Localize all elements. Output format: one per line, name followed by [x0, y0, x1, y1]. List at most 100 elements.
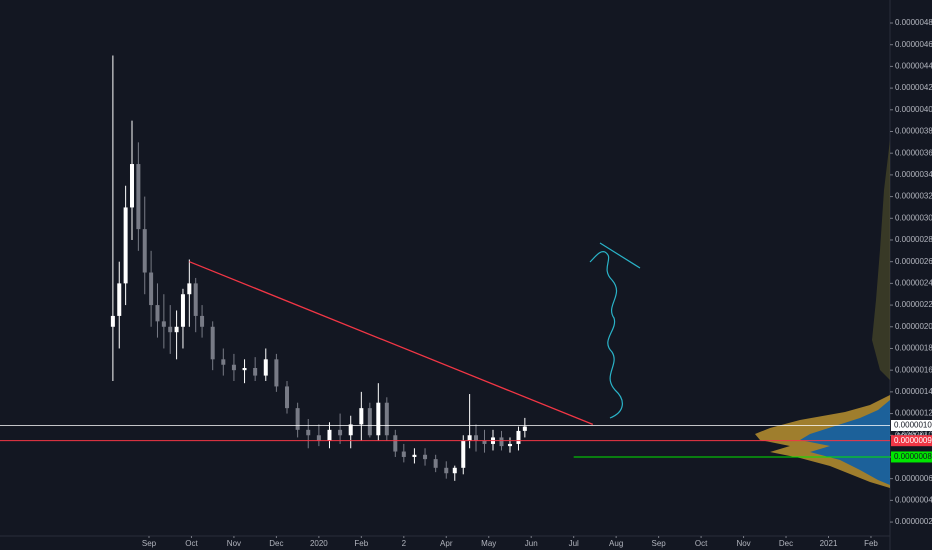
x-tick-label: May	[481, 539, 496, 548]
candle-body	[200, 315, 205, 327]
candle-body	[499, 437, 504, 447]
candle-body	[123, 207, 128, 284]
candle-body	[444, 467, 449, 474]
x-tick-label: Jul	[569, 539, 579, 548]
price-label-box	[891, 451, 932, 463]
candle-body	[338, 429, 343, 436]
x-tick-label: Oct	[695, 539, 708, 548]
candle-body	[149, 272, 154, 306]
x-tick-label: Sep	[652, 539, 667, 548]
x-tick-label: Dec	[779, 539, 793, 548]
x-tick-label: Nov	[736, 539, 750, 548]
candle-body	[393, 435, 398, 452]
profile-upper	[872, 140, 890, 380]
candle-body	[467, 435, 472, 441]
x-tick-label: Apr	[440, 539, 453, 548]
candle-body	[306, 429, 311, 436]
candle-body	[180, 294, 185, 327]
x-tick-label: 2020	[310, 539, 328, 548]
candle-body	[433, 459, 438, 468]
candle-body	[461, 440, 466, 468]
projection-sketch	[589, 242, 641, 419]
profile-down	[800, 400, 890, 485]
price-label-box	[891, 419, 932, 431]
price-label: 0.00000109	[894, 421, 932, 430]
candle-body	[285, 386, 290, 409]
candle-body	[423, 454, 428, 460]
x-tick-label: Aug	[609, 539, 623, 548]
candle-body	[242, 367, 247, 371]
candle-body	[367, 408, 372, 436]
candle-body	[359, 408, 364, 425]
candle-body	[187, 283, 192, 295]
candle-body	[274, 359, 279, 387]
candle-body	[221, 359, 226, 365]
x-tick-label: 2021	[820, 539, 838, 548]
price-label: 0.00000080	[894, 452, 932, 461]
x-tick-label: Jun	[525, 539, 538, 548]
x-tick-label: Dec	[269, 539, 283, 548]
x-tick-label: Sep	[142, 539, 157, 548]
candle-body	[384, 402, 389, 436]
candle-body	[516, 430, 521, 444]
candle-body	[155, 305, 160, 322]
candle-body	[110, 315, 115, 327]
candle-body	[193, 283, 198, 316]
trendline	[189, 261, 594, 426]
candle-body	[401, 451, 406, 457]
candle-body	[412, 454, 417, 457]
candle-body	[507, 443, 512, 447]
x-tick-label: Nov	[227, 539, 241, 548]
candle-body	[129, 164, 134, 208]
x-tick-label: Feb	[354, 539, 368, 548]
candle-body	[117, 283, 122, 316]
price-label-box	[891, 435, 932, 447]
candle-body	[452, 467, 457, 474]
candle-body	[174, 326, 179, 333]
candle-body	[253, 367, 258, 376]
candle-body	[161, 321, 166, 327]
candle-body	[316, 435, 321, 441]
candle-body	[295, 408, 300, 430]
candle-body	[522, 426, 527, 431]
volume-profile	[755, 140, 890, 488]
candle-body	[376, 402, 381, 436]
candle-body	[168, 326, 173, 333]
candle-body	[348, 424, 353, 436]
candle-body	[474, 435, 479, 441]
x-tick-label: Feb	[864, 539, 878, 548]
candle-body	[210, 326, 215, 360]
candle-body	[482, 440, 487, 444]
candle-body	[263, 359, 268, 376]
candle-body	[327, 429, 332, 441]
candle-body	[136, 164, 141, 230]
candle-body	[231, 364, 236, 371]
x-tick-label: 2	[402, 539, 407, 548]
price-label: 0.00000095	[894, 436, 932, 445]
